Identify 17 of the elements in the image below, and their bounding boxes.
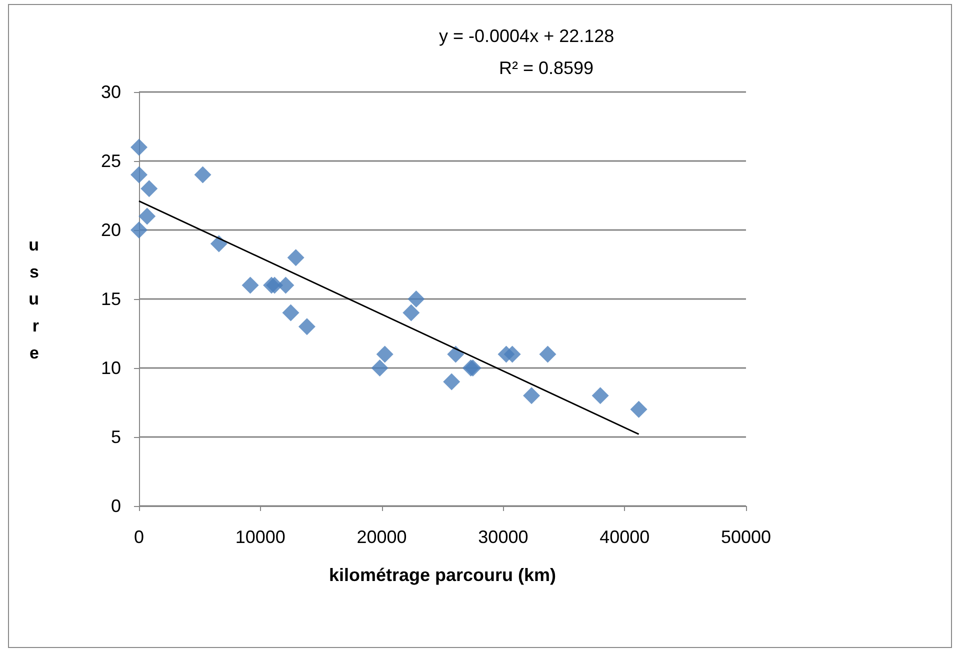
y-tick-label: 15 (100, 289, 121, 309)
y-tick-label: 5 (110, 427, 121, 447)
x-tick-label: 10000 (235, 527, 286, 547)
text: y = -0.0004x + 22.128 (439, 26, 614, 46)
x-tick-label: 0 (134, 527, 144, 547)
x-axis-title: kilométrage parcouru (km) (328, 565, 556, 585)
x-tick-label: 40000 (600, 527, 650, 547)
x-tick-label: 20000 (356, 527, 407, 547)
y-tick-label: 10 (100, 358, 121, 378)
text: R² = 0.8599 (499, 58, 594, 78)
x-tick-label: 30000 (478, 527, 528, 547)
y-tick-label: 20 (100, 220, 121, 240)
y-tick-label: 25 (100, 151, 121, 171)
y-axis-title: usure (28, 236, 40, 362)
y-tick-label: 0 (110, 496, 121, 516)
x-tick-label: 50000 (720, 527, 772, 547)
y-tick-label: 30 (100, 82, 121, 102)
